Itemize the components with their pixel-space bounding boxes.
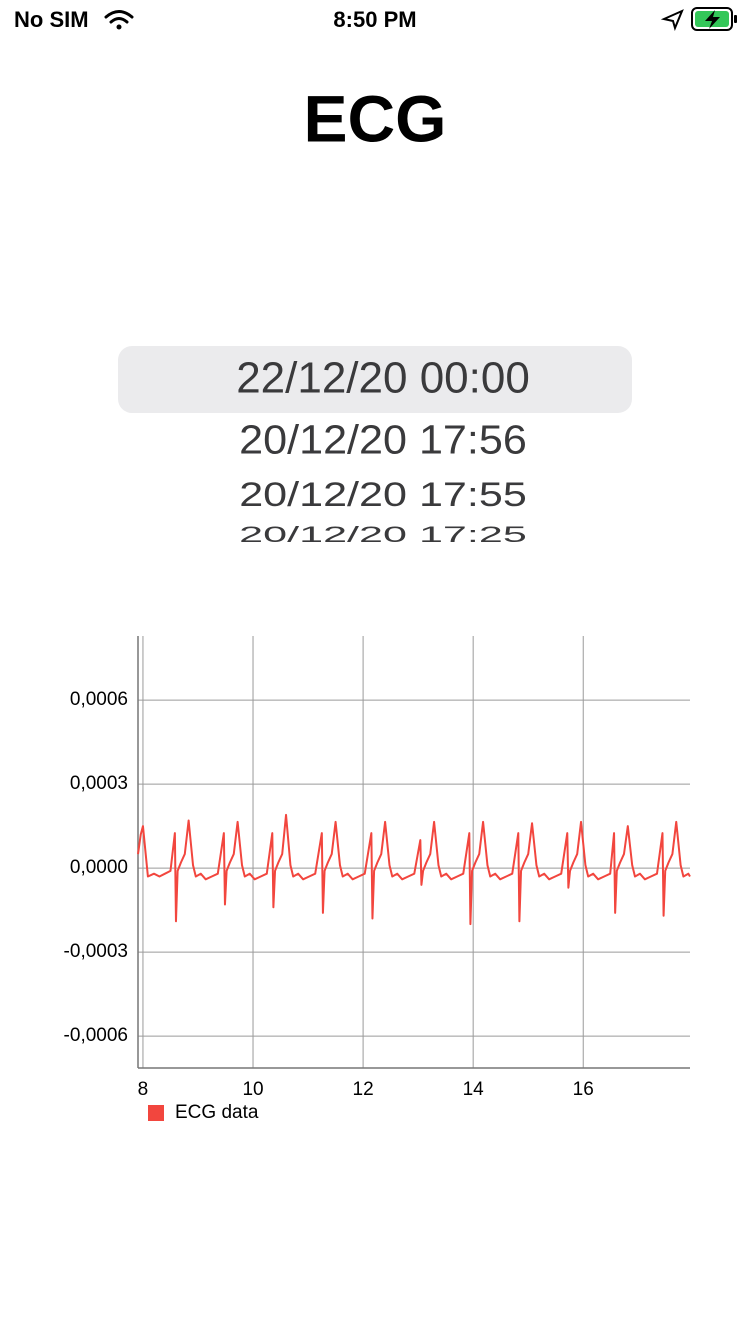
x-tick-label: 16 — [573, 1079, 594, 1100]
y-tick-label: -0,0003 — [64, 941, 128, 962]
picker-item[interactable]: 22/12/20 00:00 — [236, 354, 530, 403]
legend-swatch — [148, 1105, 164, 1121]
x-tick-label: 14 — [463, 1079, 485, 1100]
x-tick-label: 8 — [138, 1079, 149, 1100]
picker-selection[interactable] — [118, 346, 632, 413]
x-tick-label: 10 — [242, 1079, 263, 1100]
picker-item[interactable]: 20/12/20 17:56 — [239, 417, 527, 462]
battery-icon — [691, 7, 737, 31]
y-tick-label: -0,0006 — [64, 1025, 128, 1046]
picker-item[interactable]: 20/12/20 17:55 — [239, 476, 527, 514]
date-picker[interactable]: 22/12/20 00:00 20/12/20 17:56 20/12/20 17:… — [236, 354, 530, 547]
legend-label: ECG data — [175, 1102, 259, 1123]
x-tick-label: 12 — [353, 1079, 374, 1100]
y-tick-label: 0,0006 — [70, 689, 128, 710]
ecg-line — [137, 813, 691, 926]
y-tick-label: 0,0003 — [70, 773, 128, 794]
clock: 8:50 PM — [333, 7, 416, 32]
page-title: ECG — [303, 81, 446, 155]
location-icon — [660, 9, 684, 32]
wifi-icon — [104, 10, 134, 30]
picker-item[interactable]: 20/12/20 17:25 — [239, 523, 527, 547]
carrier: No SIM — [14, 7, 89, 32]
y-tick-label: 0,0000 — [70, 857, 128, 878]
chart: -0,0006 -0,0003 0,0000 0,0003 0,0006 8 10 12 14 1… — [64, 636, 691, 1123]
